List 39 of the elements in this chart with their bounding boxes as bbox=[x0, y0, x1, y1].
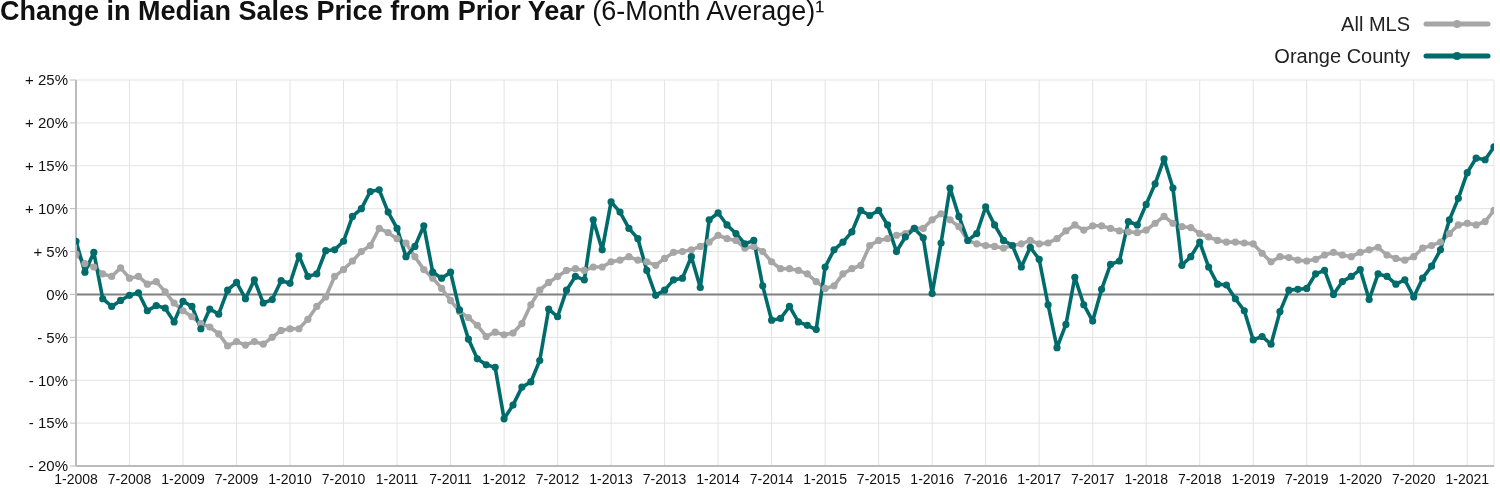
x-tick-label: 1-2009 bbox=[161, 470, 206, 487]
x-tick-label: 1-2011 bbox=[375, 470, 419, 487]
y-tick-label: + 15% bbox=[25, 157, 68, 175]
x-tick-label: 1-2021 bbox=[1445, 470, 1490, 487]
x-tick-label: 7-2013 bbox=[642, 470, 687, 487]
x-tick-label: 1-2019 bbox=[1231, 470, 1276, 487]
y-tick-label: + 20% bbox=[25, 114, 68, 132]
y-tick-label: - 5% bbox=[37, 328, 68, 346]
x-tick-label: 1-2016 bbox=[910, 470, 955, 487]
x-tick-label: 7-2009 bbox=[214, 470, 259, 487]
y-tick-label: 0% bbox=[46, 285, 68, 303]
x-tick-label: 7-2015 bbox=[856, 470, 901, 487]
x-tick-label: 1-2015 bbox=[803, 470, 848, 487]
x-tick-label: 7-2012 bbox=[535, 470, 580, 487]
legend-label: Orange County bbox=[1274, 44, 1410, 68]
x-tick-label: 7-2016 bbox=[963, 470, 1008, 487]
x-tick-label: 7-2010 bbox=[321, 470, 366, 487]
x-tick-label: 7-2008 bbox=[107, 470, 152, 487]
y-tick-label: + 10% bbox=[25, 199, 68, 217]
y-tick-label: - 15% bbox=[28, 414, 68, 432]
x-tick-label: 1-2018 bbox=[1124, 470, 1169, 487]
x-tick-label: 1-2017 bbox=[1017, 470, 1062, 487]
x-tick-label: 7-2018 bbox=[1177, 470, 1222, 487]
x-tick-label: 7-2011 bbox=[429, 470, 473, 487]
y-tick-label: + 5% bbox=[33, 242, 68, 260]
x-tick-label: 7-2020 bbox=[1391, 470, 1436, 487]
x-tick-label: 1-2014 bbox=[696, 470, 741, 487]
chart-subtitle: (6-Month Average)¹ bbox=[592, 0, 825, 26]
x-tick-label: 1-2020 bbox=[1338, 470, 1383, 487]
chart-title: Change in Median Sales Price from Prior Year bbox=[0, 0, 585, 26]
x-tick-label: 7-2014 bbox=[749, 470, 794, 487]
legend-label: All MLS bbox=[1341, 12, 1410, 36]
x-tick-label: 1-2012 bbox=[482, 470, 527, 487]
y-tick-label: + 25% bbox=[25, 71, 68, 89]
x-tick-label: 1-2010 bbox=[268, 470, 313, 487]
y-tick-label: - 10% bbox=[28, 371, 68, 389]
x-tick-label: 1-2013 bbox=[589, 470, 634, 487]
x-tick-label: 7-2019 bbox=[1284, 470, 1329, 487]
x-tick-label: 7-2017 bbox=[1070, 470, 1115, 487]
